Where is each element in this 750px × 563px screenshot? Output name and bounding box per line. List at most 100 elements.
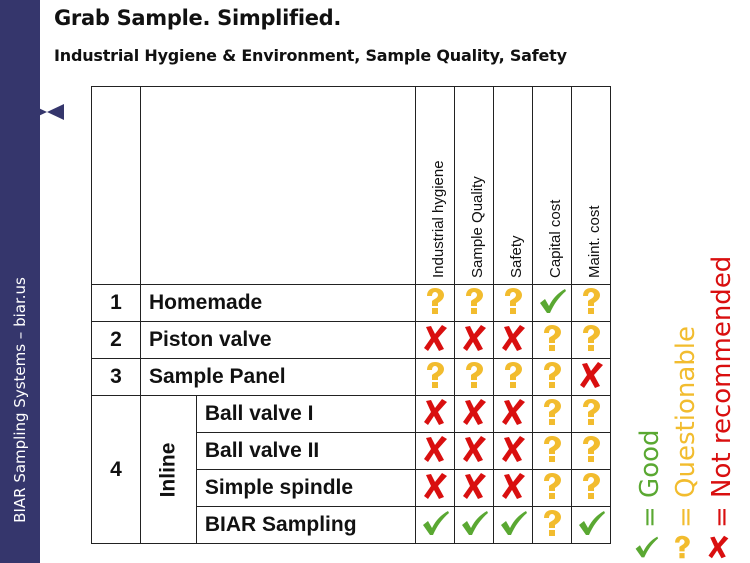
- rating-cell: [570, 284, 611, 322]
- group-number: 4: [91, 395, 141, 544]
- rating-cell: [492, 284, 533, 322]
- rating-cell: [414, 395, 455, 433]
- question-icon: [459, 360, 489, 390]
- rating-cell: [414, 284, 455, 322]
- cross-icon: [498, 434, 528, 464]
- cross-icon: [420, 434, 450, 464]
- rating-cell: [531, 358, 572, 396]
- question-icon: [537, 360, 567, 390]
- table-row: 3 Sample Panel: [91, 358, 611, 396]
- rating-cell: [570, 321, 611, 359]
- row-name: Ball valve I: [195, 395, 416, 433]
- rating-cell: [570, 432, 611, 470]
- header-row: Industrial hygiene Sample Quality Safety…: [91, 86, 611, 285]
- rating-cell: [492, 469, 533, 507]
- column-header-label: Capital cost: [546, 199, 564, 278]
- row-name: Homemade: [140, 284, 416, 322]
- column-header-label: Sample Quality: [468, 176, 486, 278]
- rating-cell: [453, 284, 494, 322]
- rating-cell: [492, 432, 533, 470]
- legend: = Good = Questionable = Not recommended: [630, 160, 740, 560]
- row-number: 1: [91, 284, 141, 322]
- table-row: Ball valve II: [92, 432, 611, 470]
- legend-label-good: = Good: [634, 429, 665, 528]
- column-header: Sample Quality: [453, 86, 494, 285]
- table-row: 2 Piston valve: [91, 321, 611, 359]
- rating-cell: [414, 469, 455, 507]
- legend-questionable: = Questionable: [669, 326, 702, 560]
- rating-cell: [531, 395, 572, 433]
- rating-cell: [414, 506, 455, 544]
- column-header: Capital cost: [531, 86, 572, 285]
- bowtie-logo-icon: [30, 104, 64, 120]
- check-icon: [633, 528, 666, 560]
- rating-cell: [414, 358, 455, 396]
- header-blank-name: [140, 86, 416, 285]
- rating-cell: [570, 469, 611, 507]
- rating-cell: [453, 432, 494, 470]
- rating-cell: [492, 395, 533, 433]
- comparison-table: Industrial hygiene Sample Quality Safety…: [91, 86, 611, 544]
- question-icon: [576, 323, 606, 353]
- column-header-label: Safety: [507, 235, 525, 278]
- legend-not-recommended: = Not recommended: [705, 256, 738, 560]
- question-icon: [537, 508, 567, 538]
- rating-cell: [531, 469, 572, 507]
- legend-good: = Good: [633, 429, 666, 560]
- column-header: Maint. cost: [570, 86, 611, 285]
- cross-icon: [420, 397, 450, 427]
- sidebar-brand-text: BIAR Sampling Systems – biar.us: [11, 277, 29, 523]
- rating-cell: [453, 395, 494, 433]
- rating-cell: [492, 358, 533, 396]
- row-number: 3: [91, 358, 141, 396]
- legend-label-questionable: = Questionable: [670, 326, 701, 528]
- rating-cell: [414, 321, 455, 359]
- row-name: Ball valve II: [195, 432, 416, 470]
- cross-icon: [576, 360, 606, 390]
- table-row: BIAR Sampling: [92, 506, 611, 544]
- cross-icon: [459, 323, 489, 353]
- row-number: 2: [91, 321, 141, 359]
- question-icon: [537, 434, 567, 464]
- sidebar: BIAR Sampling Systems – biar.us: [0, 0, 40, 563]
- question-icon: [459, 286, 489, 316]
- check-icon: [576, 508, 606, 538]
- rating-cell: [570, 395, 611, 433]
- question-icon: [576, 471, 606, 501]
- question-icon: [537, 323, 567, 353]
- row-name: Sample Panel: [140, 358, 416, 396]
- question-icon: [498, 286, 528, 316]
- column-header: Industrial hygiene: [414, 86, 455, 285]
- question-icon: [576, 397, 606, 427]
- question-icon: [537, 397, 567, 427]
- slide-subtitle: Industrial Hygiene & Environment, Sample…: [54, 46, 567, 65]
- rating-cell: [531, 506, 572, 544]
- rating-cell: [453, 469, 494, 507]
- rating-cell: [453, 506, 494, 544]
- rating-cell: [492, 506, 533, 544]
- row-name: Simple spindle: [195, 469, 416, 507]
- check-icon: [537, 286, 567, 316]
- rating-cell: [453, 358, 494, 396]
- cross-icon: [459, 434, 489, 464]
- rating-cell: [570, 506, 611, 544]
- check-icon: [420, 508, 450, 538]
- cross-icon: [459, 397, 489, 427]
- column-header: Safety: [492, 86, 533, 285]
- check-icon: [459, 508, 489, 538]
- question-icon: [420, 360, 450, 390]
- question-icon: [420, 286, 450, 316]
- slide-title: Grab Sample. Simplified.: [54, 6, 342, 30]
- group-label-cell: Inline: [140, 395, 197, 544]
- question-icon: [669, 528, 702, 560]
- legend-label-not-recommended: = Not recommended: [706, 255, 737, 528]
- rating-cell: [414, 432, 455, 470]
- cross-icon: [420, 471, 450, 501]
- rating-cell: [492, 321, 533, 359]
- cross-icon: [459, 471, 489, 501]
- rating-cell: [570, 358, 611, 396]
- rating-cell: [531, 284, 572, 322]
- cross-icon: [498, 397, 528, 427]
- cross-icon: [498, 471, 528, 501]
- table-row: 1 Homemade: [91, 284, 611, 322]
